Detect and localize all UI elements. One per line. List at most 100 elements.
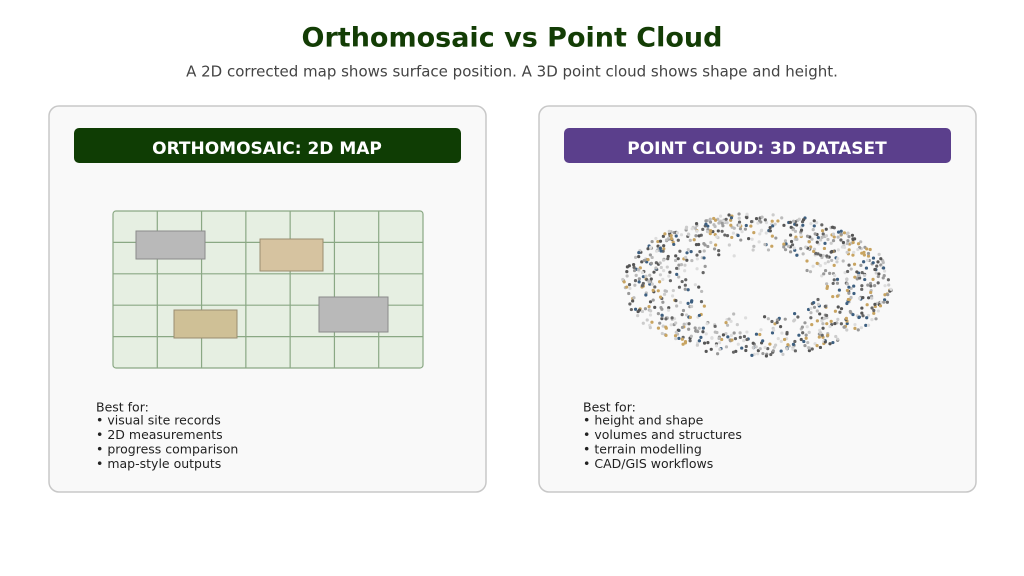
- point: [699, 300, 704, 304]
- point: [743, 227, 748, 231]
- point: [677, 336, 681, 340]
- point: [645, 277, 649, 282]
- point: [661, 300, 665, 304]
- list: Best for: • visual site records• 2D meas…: [96, 400, 238, 472]
- point: [708, 217, 712, 221]
- point: [866, 313, 871, 318]
- point: [771, 213, 775, 217]
- subtitle: A 2D corrected map shows surface positio…: [186, 63, 838, 81]
- point: [795, 223, 799, 227]
- point: [876, 309, 880, 313]
- point: [744, 223, 748, 228]
- point: [878, 304, 883, 308]
- point: [823, 261, 827, 265]
- point: [836, 248, 840, 252]
- point: [683, 269, 687, 273]
- point: [662, 269, 666, 273]
- point: [718, 341, 722, 345]
- list-item: • visual site records: [96, 413, 221, 428]
- point: [780, 216, 784, 220]
- point: [857, 296, 862, 300]
- point: [695, 229, 699, 233]
- point: [702, 256, 706, 260]
- panel: [538, 105, 977, 493]
- point: [825, 322, 829, 326]
- point: [768, 229, 772, 233]
- point: [791, 228, 795, 232]
- point: [702, 341, 707, 345]
- point: [637, 280, 641, 284]
- point: [668, 279, 673, 283]
- point: [799, 233, 803, 237]
- point: [683, 340, 688, 344]
- point: [649, 261, 654, 265]
- point: [754, 217, 759, 221]
- point: [811, 228, 815, 232]
- point: [882, 300, 886, 304]
- point: [862, 250, 866, 254]
- point: [656, 289, 660, 293]
- point: [697, 242, 701, 247]
- point: [650, 282, 654, 286]
- point: [873, 302, 877, 306]
- point: [720, 221, 724, 225]
- point: [815, 344, 819, 348]
- point: [780, 331, 784, 335]
- point: [642, 258, 646, 263]
- point: [846, 239, 850, 243]
- point: [710, 336, 714, 340]
- point: [684, 226, 688, 230]
- point: [730, 338, 734, 342]
- point: [647, 304, 651, 309]
- point: [845, 250, 849, 254]
- point: [869, 284, 873, 288]
- point: [821, 322, 825, 326]
- point: [653, 285, 657, 289]
- point: [877, 272, 881, 276]
- point: [632, 265, 636, 269]
- point: [737, 216, 741, 220]
- point: [830, 249, 834, 254]
- point: [857, 273, 861, 278]
- point: [705, 322, 709, 326]
- point: [702, 304, 706, 308]
- point: [712, 247, 717, 251]
- point: [823, 241, 827, 245]
- point: [835, 277, 840, 281]
- point: [708, 220, 713, 224]
- point: [674, 336, 678, 341]
- point: [845, 321, 849, 326]
- point: [803, 343, 807, 348]
- point: [676, 328, 680, 332]
- point: [706, 341, 710, 345]
- point: [842, 231, 847, 235]
- point: [660, 313, 664, 317]
- point: [759, 328, 763, 332]
- point: [674, 254, 678, 258]
- point: [690, 304, 694, 309]
- point: [742, 334, 747, 339]
- point: [688, 339, 692, 343]
- point: [837, 288, 842, 292]
- point: [789, 225, 793, 229]
- point: [715, 352, 720, 356]
- point: [674, 299, 678, 303]
- point: [752, 244, 756, 248]
- point: [704, 332, 708, 336]
- point: [688, 238, 692, 242]
- point: [689, 250, 693, 254]
- point: [658, 239, 663, 243]
- point: [727, 317, 731, 321]
- point: [824, 227, 828, 231]
- point: [764, 221, 769, 225]
- point: [661, 324, 665, 328]
- point: [860, 271, 864, 275]
- point: [799, 228, 804, 232]
- point: [812, 219, 816, 223]
- point: [704, 222, 708, 226]
- point: [851, 253, 855, 257]
- point: [693, 283, 697, 287]
- point: [812, 301, 816, 305]
- point: [789, 239, 794, 244]
- point: [660, 307, 664, 311]
